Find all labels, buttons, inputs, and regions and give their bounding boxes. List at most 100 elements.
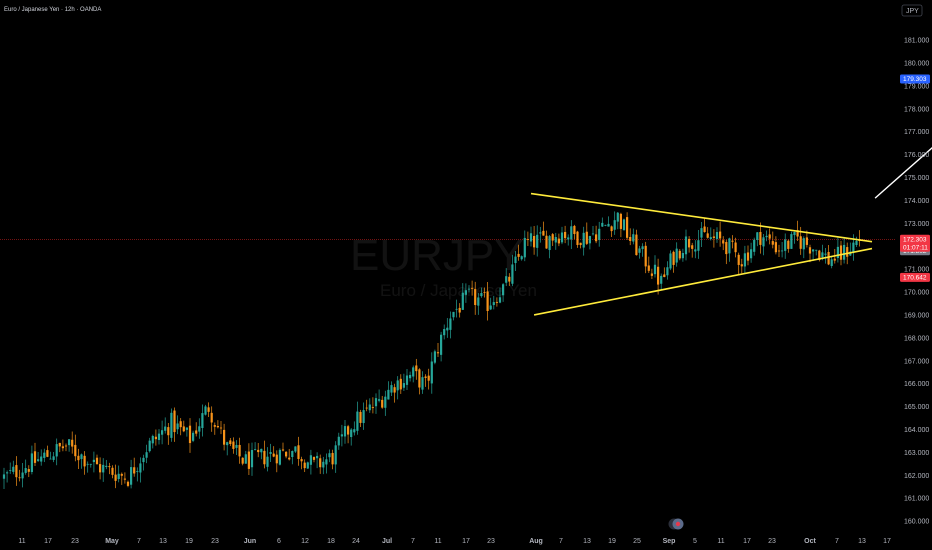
candle	[99, 457, 102, 480]
candle-body	[650, 273, 653, 276]
candle-body	[514, 256, 517, 264]
candle	[216, 420, 219, 429]
currency-badge-box[interactable]	[901, 4, 923, 17]
candle-body	[24, 468, 27, 473]
candle-body	[436, 352, 440, 354]
candle	[843, 236, 846, 264]
candle-body	[359, 411, 362, 423]
candle-body	[486, 291, 489, 312]
candle-body	[185, 427, 188, 430]
candle-body	[371, 407, 374, 409]
candle	[254, 442, 257, 451]
candle-body	[644, 245, 647, 267]
stop-price-tag[interactable]: 170.642	[900, 272, 930, 282]
candle	[725, 239, 728, 265]
candle	[551, 233, 554, 246]
candle-body	[616, 212, 619, 222]
x-tick-label: 23	[71, 538, 79, 545]
lower-trendline[interactable]	[533, 247, 873, 316]
upper-trendline[interactable]	[530, 192, 873, 243]
candle	[325, 453, 328, 474]
x-tick-label: 17	[883, 538, 891, 545]
tradingview-logo[interactable]	[668, 518, 684, 530]
candle	[297, 436, 300, 466]
candle	[362, 402, 365, 430]
candle	[489, 297, 492, 311]
projection-arrow[interactable]	[874, 86, 932, 199]
candle-body	[715, 232, 719, 239]
candle-body	[343, 426, 347, 437]
candle-body	[691, 245, 694, 249]
candle	[737, 252, 740, 275]
candle-body	[830, 259, 833, 266]
time-axis[interactable]: 11 17 23 May 7 13 19 23 Jun 6 12 18 24 Jul 7 11 17 23 Aug 7…	[18, 538, 891, 545]
candle-body	[660, 275, 663, 284]
candle-body	[827, 251, 830, 265]
candle	[201, 404, 204, 437]
candle	[427, 368, 430, 390]
candle	[238, 437, 241, 464]
candle	[774, 236, 777, 255]
candle-body	[226, 442, 229, 446]
currency-badge[interactable]: JPY	[906, 8, 919, 15]
candle-body	[241, 457, 244, 464]
symbol-title[interactable]: Euro / Japanese Yen · 12h · OANDA	[4, 7, 101, 13]
candle	[188, 418, 192, 453]
target-price-tag-box	[900, 74, 930, 84]
candle	[675, 242, 678, 267]
candle	[30, 445, 33, 475]
candle	[15, 456, 18, 486]
candle-body	[117, 473, 120, 480]
candle-body	[446, 327, 449, 331]
y-tick-label: 176.000	[904, 152, 929, 159]
candle	[719, 221, 722, 247]
candle	[350, 428, 353, 446]
candle	[71, 431, 74, 454]
candle-body	[471, 287, 474, 289]
candle	[257, 442, 260, 458]
candle	[458, 303, 461, 318]
candle-body	[263, 450, 266, 465]
target-price-tag[interactable]: 179.303	[900, 74, 930, 84]
candle	[492, 295, 495, 310]
candle-body	[607, 223, 610, 227]
x-tick-label: Aug	[529, 538, 543, 545]
candle-body	[498, 297, 502, 303]
candle-body	[9, 470, 12, 471]
candle-body	[92, 459, 95, 463]
candle	[250, 442, 254, 476]
candle	[691, 242, 694, 258]
candle-body	[55, 444, 58, 457]
candle-body	[316, 455, 319, 459]
candle-body	[595, 234, 598, 242]
candle-body	[182, 426, 185, 432]
candle-body	[626, 217, 629, 238]
candle-body	[526, 239, 529, 241]
candle	[309, 449, 312, 475]
stop-price-tag-box	[900, 272, 930, 282]
candle	[619, 212, 622, 238]
candle	[461, 283, 464, 310]
candle-body	[585, 231, 588, 244]
candle	[294, 446, 297, 453]
candle	[650, 268, 653, 279]
candle	[802, 236, 805, 259]
candle-body	[812, 249, 815, 252]
candle	[154, 429, 157, 446]
x-tick-label: 23	[768, 538, 776, 545]
price-axis[interactable]: 160.000 161.000 162.000 163.000 164.000 165.0…	[904, 38, 929, 526]
candle-body	[557, 238, 560, 244]
candle-body	[700, 228, 703, 238]
candle-body	[502, 284, 505, 296]
x-tick-label: 17	[743, 538, 751, 545]
candle	[449, 311, 452, 339]
candle-body	[108, 466, 111, 468]
x-tick-label: 17	[462, 538, 470, 545]
candle	[353, 421, 356, 436]
candle-body	[409, 374, 412, 379]
candle-body	[80, 454, 83, 460]
candle	[148, 437, 151, 453]
candle-body	[622, 219, 626, 231]
